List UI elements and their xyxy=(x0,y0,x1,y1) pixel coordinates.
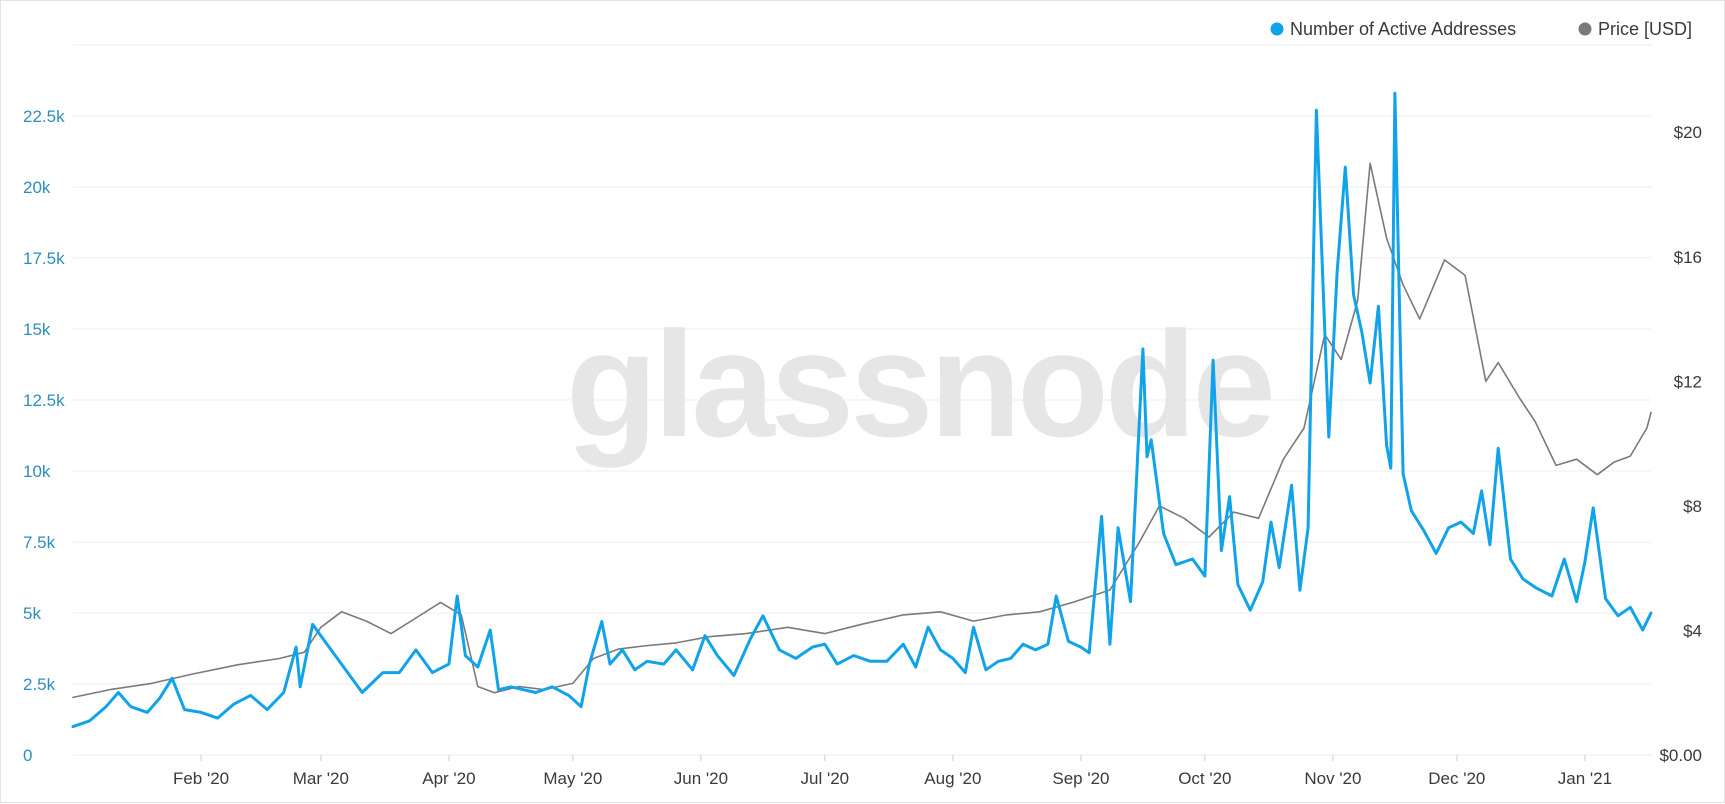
y-left-tick-label: 17.5k xyxy=(23,249,65,268)
x-tick-label: Mar '20 xyxy=(293,769,349,788)
y-left-tick-label: 10k xyxy=(23,462,51,481)
x-tick-label: Apr '20 xyxy=(422,769,475,788)
y-left-tick-label: 0 xyxy=(23,746,32,765)
right-y-axis: $0.00 $4 $8 $12 $16 $20 xyxy=(1659,123,1702,765)
x-tick-label: Dec '20 xyxy=(1428,769,1485,788)
y-right-tick-label: $20 xyxy=(1674,123,1702,142)
legend-label[interactable]: Number of Active Addresses xyxy=(1290,19,1516,39)
left-y-axis: 0 2.5k 5k 7.5k 10k 12.5k 15k 17.5k 20k 22.5k xyxy=(23,107,65,765)
gridlines xyxy=(73,44,1651,756)
y-left-tick-label: 15k xyxy=(23,320,51,339)
y-left-tick-label: 12.5k xyxy=(23,391,65,410)
series-lines xyxy=(71,91,1653,729)
legend-swatch xyxy=(1578,22,1592,36)
x-tick-label: Jun '20 xyxy=(674,769,728,788)
y-left-tick-label: 20k xyxy=(23,178,51,197)
y-left-tick-label: 22.5k xyxy=(23,107,65,126)
legend: Number of Active Addresses Price [USD] xyxy=(1270,19,1692,39)
x-tick-label: Feb '20 xyxy=(173,769,229,788)
x-tick-label: Jul '20 xyxy=(801,769,850,788)
y-left-tick-label: 2.5k xyxy=(23,675,56,694)
x-tick-label: Nov '20 xyxy=(1304,769,1361,788)
x-tick-label: Aug '20 xyxy=(924,769,981,788)
y-right-tick-label: $12 xyxy=(1674,372,1702,391)
y-right-tick-label: $8 xyxy=(1683,497,1702,516)
x-tick-label: Jan '21 xyxy=(1558,769,1612,788)
active-addresses-series-line xyxy=(71,91,1653,729)
y-right-tick-label: $4 xyxy=(1683,621,1702,640)
y-right-tick-label: $16 xyxy=(1674,248,1702,267)
y-left-tick-label: 5k xyxy=(23,604,41,623)
watermark-text: glassnode xyxy=(566,300,1272,468)
y-right-tick-label: $0.00 xyxy=(1659,746,1702,765)
x-tick-label: Sep '20 xyxy=(1052,769,1109,788)
x-axis: Feb '20 Mar '20 Apr '20 May '20 Jun '20 Jul '… xyxy=(173,755,1612,788)
legend-swatch xyxy=(1270,22,1284,36)
legend-label[interactable]: Price [USD] xyxy=(1598,19,1692,39)
x-tick-label: Oct '20 xyxy=(1178,769,1231,788)
price-series-line xyxy=(72,162,1652,699)
y-left-tick-label: 7.5k xyxy=(23,533,56,552)
x-tick-label: May '20 xyxy=(543,769,602,788)
